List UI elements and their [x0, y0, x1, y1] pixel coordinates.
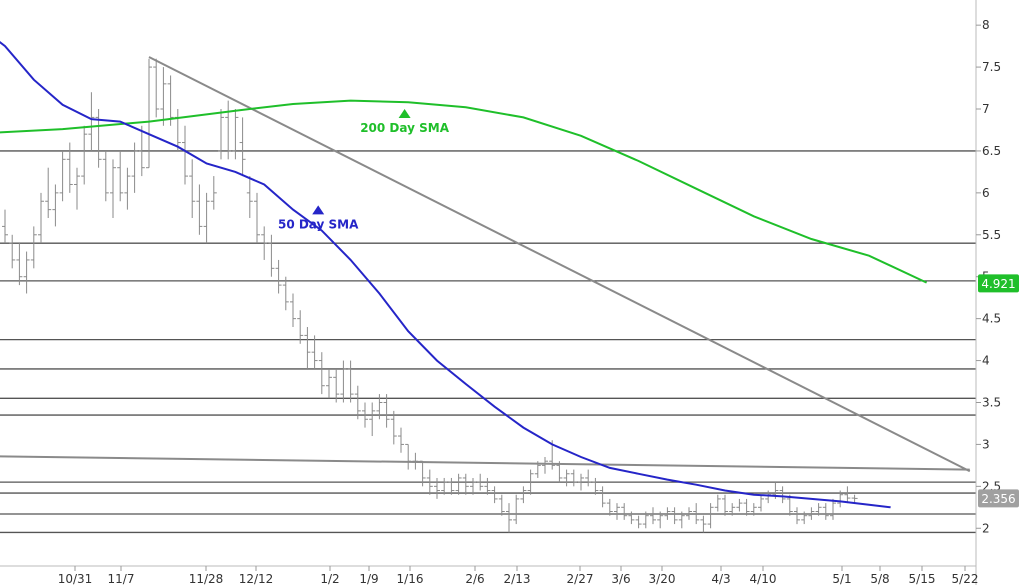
- y-tick-label: 3: [982, 437, 990, 451]
- y-tick-label: 4: [982, 354, 990, 368]
- y-tick-label: 8: [982, 18, 990, 32]
- x-tick-label: 4/10: [750, 572, 777, 585]
- moving-averages: [0, 40, 928, 509]
- trendlines: [0, 56, 971, 473]
- trendline: [148, 56, 971, 473]
- annotation-marker-icon: [398, 108, 411, 118]
- last-value-labels: 4.921 2.356: [978, 274, 1019, 508]
- x-tick-label: 11/28: [189, 572, 224, 585]
- x-tick-label: 1/9: [359, 572, 378, 585]
- x-tick-label: 5/8: [870, 572, 889, 585]
- y-tick-label: 7.5: [982, 60, 1001, 74]
- price-bars: [2, 58, 858, 533]
- sma-50-line: [0, 40, 891, 509]
- x-tick-label: 2/6: [465, 572, 484, 585]
- last-value-text: 2.356: [981, 492, 1015, 506]
- x-tick-label: 5/1: [832, 572, 851, 585]
- y-tick-label: 4.5: [982, 312, 1001, 326]
- x-axis-ticks: 10/31 11/7 11/28 12/12 1/2 1/9 1/16 2/6 2/13 2/27…: [58, 566, 979, 585]
- horizontal-levels: [0, 150, 976, 534]
- x-tick-label: 1/2: [320, 572, 339, 585]
- x-tick-label: 5/22: [952, 572, 979, 585]
- sma-200-line: [0, 99, 928, 284]
- annotation-label: 50 Day SMA: [278, 217, 359, 231]
- y-tick-label: 6.5: [982, 144, 1001, 158]
- y-tick-label: 5.5: [982, 228, 1001, 242]
- last-value-badge: [978, 274, 1019, 293]
- x-tick-label: 12/12: [239, 572, 274, 585]
- y-tick-label: 7: [982, 102, 990, 116]
- x-tick-label: 4/3: [711, 572, 730, 585]
- x-tick-label: 2/27: [567, 572, 594, 585]
- x-tick-label: 3/6: [611, 572, 630, 585]
- trendline: [0, 455, 970, 471]
- y-tick-label: 6: [982, 186, 990, 200]
- annotation-marker-icon: [312, 205, 325, 215]
- annotations: 200 Day SMA 50 Day SMA: [278, 108, 450, 231]
- y-axis-ticks: 22.533.544.555.566.577.58: [976, 18, 1001, 535]
- x-tick-label: 10/31: [58, 572, 93, 585]
- x-tick-label: 3/20: [649, 572, 676, 585]
- annotation-label: 200 Day SMA: [360, 121, 450, 135]
- last-value-text: 4.921: [981, 277, 1015, 291]
- last-value-badge: [978, 489, 1019, 508]
- x-tick-label: 11/7: [108, 572, 135, 585]
- x-tick-label: 2/13: [504, 572, 531, 585]
- x-tick-label: 5/15: [909, 572, 936, 585]
- y-tick-label: 3.5: [982, 395, 1001, 409]
- x-tick-label: 1/16: [397, 572, 424, 585]
- y-tick-label: 2: [982, 521, 990, 535]
